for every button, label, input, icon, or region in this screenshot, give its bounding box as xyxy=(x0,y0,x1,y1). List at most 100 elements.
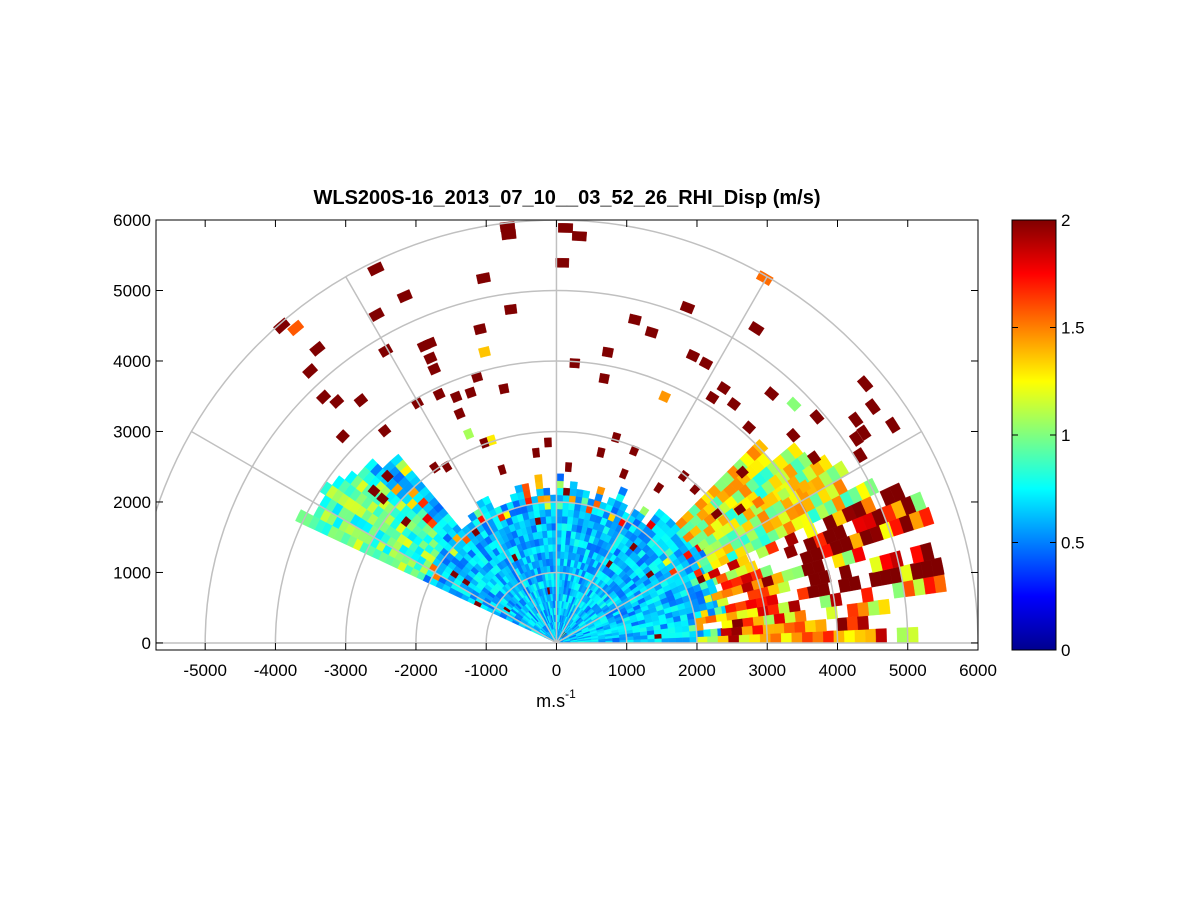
data-cell xyxy=(735,465,749,479)
data-cell xyxy=(705,390,720,405)
data-cell xyxy=(558,579,563,588)
data-cell xyxy=(498,383,510,395)
data-cell xyxy=(833,460,850,479)
data-cell xyxy=(860,586,874,603)
plot-frame xyxy=(155,219,979,651)
data-cell xyxy=(698,356,714,371)
data-cell xyxy=(878,598,891,615)
data-cell xyxy=(889,482,906,503)
data-cell xyxy=(658,390,672,404)
data-cell xyxy=(565,530,572,539)
data-cell xyxy=(543,494,551,503)
data-cell xyxy=(309,340,326,357)
data-cell xyxy=(531,447,541,458)
data-cell xyxy=(542,487,551,496)
data-cell xyxy=(783,621,796,634)
data-cell xyxy=(534,474,543,483)
data-cell xyxy=(930,557,945,577)
data-cell xyxy=(367,484,381,498)
data-cell xyxy=(846,602,860,618)
data-cell xyxy=(685,348,701,363)
data-cell xyxy=(801,631,814,644)
data-cell xyxy=(569,488,577,497)
data-cell xyxy=(833,630,845,644)
data-cell xyxy=(558,223,574,233)
data-cell xyxy=(896,627,908,644)
data-cell xyxy=(759,633,771,644)
data-cell xyxy=(560,530,567,538)
data-cell xyxy=(717,635,729,644)
data-cell xyxy=(353,393,369,408)
data-cell xyxy=(848,430,864,447)
data-cell xyxy=(273,317,291,335)
x-tick-label: 3000 xyxy=(748,661,786,680)
data-cell xyxy=(752,439,769,455)
data-cell xyxy=(559,558,565,566)
data-cell xyxy=(514,484,524,494)
data-cell xyxy=(791,631,803,644)
data-cell xyxy=(675,631,684,638)
data-cell xyxy=(783,611,797,624)
data-cell xyxy=(416,339,432,353)
data-cell xyxy=(427,362,442,376)
data-cell xyxy=(809,409,825,425)
data-cell xyxy=(596,486,606,496)
data-cell xyxy=(654,633,662,639)
colorbar-tick-label: 0.5 xyxy=(1061,534,1085,553)
data-cell xyxy=(556,501,563,510)
data-cell xyxy=(751,495,765,509)
y-tick-label: 6000 xyxy=(113,211,151,230)
data-cell xyxy=(462,427,475,440)
data-cell xyxy=(367,261,385,277)
data-cell xyxy=(720,627,733,636)
data-cell xyxy=(794,620,806,633)
data-cell xyxy=(806,450,822,466)
data-cell xyxy=(644,326,659,339)
data-cell xyxy=(572,509,580,519)
data-cell xyxy=(618,486,628,497)
x-tick-label: -1000 xyxy=(464,661,507,680)
data-cell xyxy=(707,635,719,644)
data-cell xyxy=(567,509,575,518)
colorbar-tick-label: 0 xyxy=(1061,641,1070,660)
colorbar-tick-label: 1 xyxy=(1061,426,1070,445)
data-cell xyxy=(598,372,610,385)
colorbar xyxy=(1011,219,1057,651)
data-cell xyxy=(544,508,552,517)
data-cell xyxy=(556,508,563,517)
data-cell xyxy=(857,601,870,617)
data-cell xyxy=(918,506,935,527)
data-cell xyxy=(787,442,804,460)
data-cell xyxy=(716,381,731,396)
colorbar-tick-label: 1.5 xyxy=(1061,319,1085,338)
data-cell xyxy=(473,323,487,336)
data-cell xyxy=(843,629,856,644)
data-cell xyxy=(618,468,629,480)
data-cell xyxy=(546,530,553,538)
data-cell xyxy=(561,515,568,524)
data-cell xyxy=(497,464,507,476)
data-cell xyxy=(867,600,881,616)
data-cell xyxy=(857,615,869,630)
y-axis: 0 1000 2000 3000 4000 5000 6000 xyxy=(113,211,978,653)
data-cell xyxy=(560,544,566,552)
data-cell xyxy=(287,319,305,337)
polar-grid xyxy=(156,220,978,644)
x-axis-label-superscript: -1 xyxy=(565,687,576,701)
data-cell xyxy=(773,612,786,625)
data-cell xyxy=(738,634,750,644)
data-cell xyxy=(550,508,557,517)
data-cell xyxy=(794,609,807,623)
data-cell xyxy=(377,423,392,438)
data-cell xyxy=(449,390,463,404)
data-cell xyxy=(819,594,832,609)
data-cell xyxy=(464,386,477,399)
data-cell xyxy=(733,503,747,516)
data-cell xyxy=(561,508,569,517)
data-cell xyxy=(596,447,606,459)
data-cell xyxy=(816,454,833,472)
data-cell xyxy=(547,537,553,545)
data-cell xyxy=(677,469,690,483)
data-cell xyxy=(742,420,757,435)
data-cell xyxy=(558,572,563,580)
